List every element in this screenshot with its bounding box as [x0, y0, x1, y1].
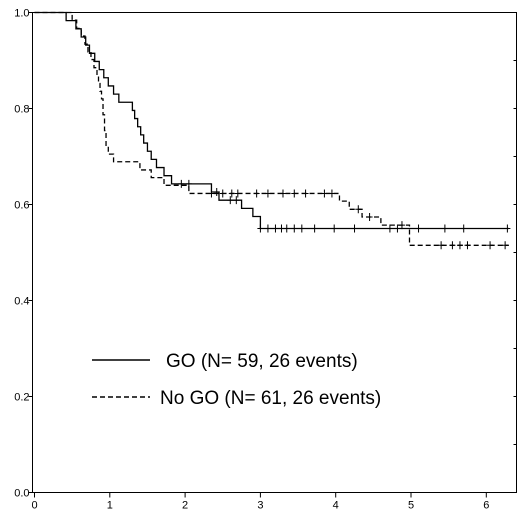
censor-mark: [257, 224, 264, 233]
censor-mark: [504, 224, 511, 233]
censor-mark: [264, 189, 271, 198]
x-tick-label: 2: [182, 500, 188, 512]
censor-mark: [366, 212, 373, 221]
censor-mark: [415, 224, 422, 233]
censor-mark: [278, 224, 285, 233]
censor-mark: [311, 224, 318, 233]
censor-mark: [456, 241, 463, 250]
censor-mark: [233, 196, 240, 205]
censor-mark: [208, 189, 215, 198]
censor-marks: [178, 179, 511, 250]
censor-mark: [464, 241, 471, 250]
censor-mark: [460, 224, 467, 233]
y-tick-label: 1.0: [14, 8, 29, 20]
censor-mark: [355, 205, 362, 214]
censor-mark: [487, 241, 494, 250]
censor-mark: [227, 196, 234, 205]
censor-mark: [398, 221, 405, 230]
legend: GO (N= 59, 26 events) No GO (N= 61, 26 e…: [92, 351, 381, 409]
curve-go: [34, 11, 509, 230]
y-tick-label: 0.6: [14, 200, 29, 212]
censor-mark: [386, 224, 393, 233]
plot-frame: [32, 12, 517, 493]
x-tick-label: 4: [333, 500, 339, 512]
censor-mark: [302, 189, 309, 198]
censor-mark: [264, 224, 271, 233]
censor-mark: [272, 224, 279, 233]
censor-mark: [291, 224, 298, 233]
y-tick-label: 0.4: [14, 296, 29, 308]
legend-label-go: GO (N= 59, 26 events): [166, 351, 358, 372]
x-tick-label: 5: [408, 500, 414, 512]
survival-curves: [34, 11, 509, 246]
censor-mark: [185, 179, 192, 188]
censor-mark: [449, 241, 456, 250]
y-tick-label: 0.8: [14, 104, 29, 116]
censor-mark: [394, 224, 401, 233]
x-tick-label: 1: [107, 500, 113, 512]
censor-mark: [438, 241, 445, 250]
censor-mark: [228, 189, 235, 198]
censor-mark: [279, 189, 286, 198]
x-tick-label: 0: [31, 500, 37, 512]
legend-label-no-go: No GO (N= 61, 26 events): [160, 388, 381, 409]
censor-mark: [321, 189, 328, 198]
censor-mark: [351, 224, 358, 233]
censor-mark: [328, 189, 335, 198]
censor-mark: [213, 188, 220, 197]
censor-mark: [283, 224, 290, 233]
censor-mark: [331, 224, 338, 233]
x-tick-label: 6: [483, 500, 489, 512]
y-tick-label: 0.2: [14, 392, 29, 404]
censor-mark: [441, 224, 448, 233]
censor-mark: [291, 189, 298, 198]
censor-mark: [298, 224, 305, 233]
curve-no-go: [34, 11, 509, 246]
censor-mark: [253, 189, 260, 198]
y-tick-label: 0.0: [14, 488, 29, 500]
censor-mark: [502, 241, 509, 250]
censor-mark: [178, 179, 185, 188]
axis-ticks: 0 1 2 3 4 5 6 0.0 0.2 0.4 0.6 0.8 1.0: [14, 8, 517, 512]
x-tick-label: 3: [257, 500, 263, 512]
censor-mark: [219, 189, 226, 198]
censor-mark: [234, 189, 241, 198]
